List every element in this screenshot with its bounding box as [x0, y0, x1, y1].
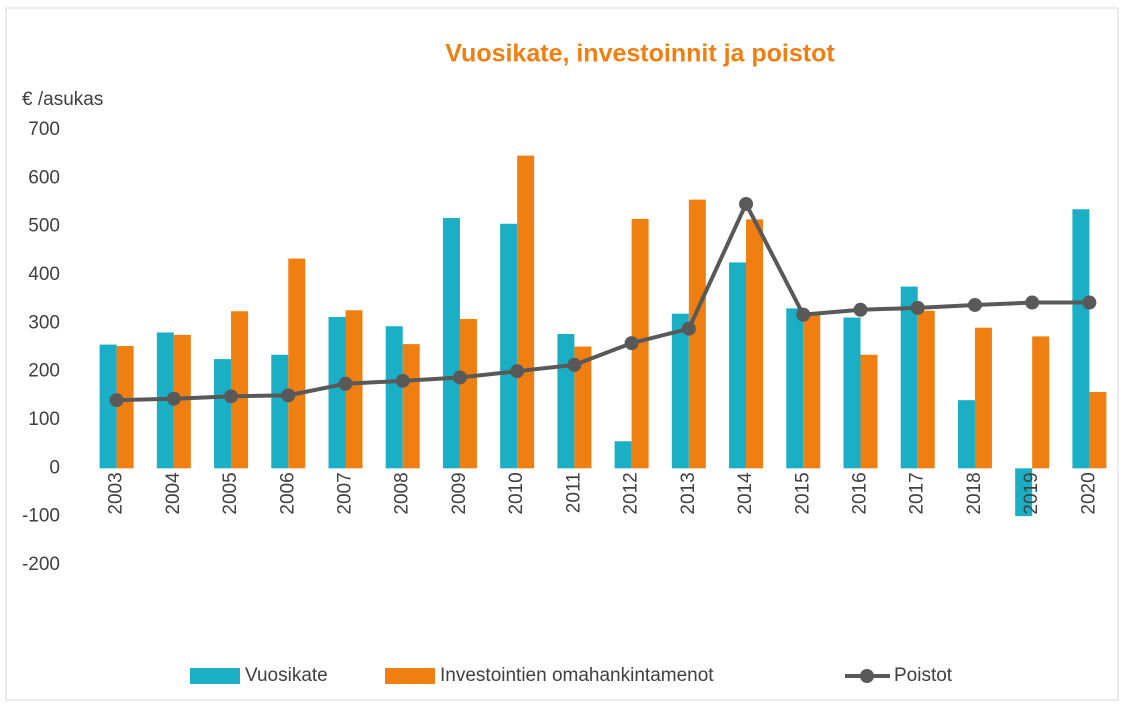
bar — [459, 318, 477, 469]
bar — [786, 308, 804, 469]
bar — [917, 310, 935, 469]
bar — [99, 344, 117, 469]
bar — [729, 262, 747, 469]
bar — [517, 155, 535, 469]
y-tick-label: 700 — [28, 119, 60, 140]
y-tick-label: 400 — [28, 264, 60, 285]
x-tick-label: 2014 — [735, 472, 756, 515]
line-marker — [967, 297, 982, 312]
bar — [557, 333, 575, 469]
bar — [231, 311, 249, 469]
x-tick-label: 2004 — [163, 472, 184, 515]
line-marker — [224, 389, 239, 404]
x-tick-label: 2019 — [1021, 472, 1042, 514]
x-tick-label: 2008 — [392, 472, 413, 514]
bar — [1015, 468, 1033, 517]
chart-title: Vuosikate, investoinnit ja poistot — [445, 40, 835, 68]
y-tick-label: 600 — [28, 167, 60, 188]
bar — [671, 313, 689, 469]
bar — [442, 217, 460, 469]
x-tick-label: 2003 — [106, 472, 127, 514]
bar — [843, 317, 861, 469]
bar — [631, 218, 649, 469]
bar — [574, 346, 592, 469]
bar — [385, 326, 403, 469]
line-marker — [281, 388, 296, 403]
x-tick-label: 2018 — [964, 472, 985, 514]
y-tick-label: 100 — [28, 409, 60, 430]
x-tick-label: 2005 — [220, 472, 241, 514]
bar — [1072, 209, 1090, 469]
y-axis-label: € /asukas — [22, 89, 103, 110]
bar — [746, 219, 764, 469]
x-tick-label: 2012 — [621, 472, 642, 514]
bar — [900, 286, 918, 469]
line-marker — [910, 300, 925, 315]
x-tick-label: 2009 — [449, 472, 470, 514]
x-tick-label: 2017 — [907, 472, 928, 514]
line-marker — [338, 376, 353, 391]
x-tick-label: 2006 — [277, 472, 298, 514]
line — [116, 199, 1090, 403]
bar — [614, 441, 632, 469]
line-marker — [166, 391, 181, 406]
line-marker — [624, 336, 639, 351]
bar — [957, 400, 975, 469]
x-tick-label: 2010 — [506, 472, 527, 514]
bar — [860, 354, 878, 469]
bar — [116, 346, 134, 469]
line-marker — [510, 364, 525, 379]
x-tick-label: 2007 — [335, 472, 356, 514]
y-tick-label: -200 — [22, 554, 60, 575]
bar — [500, 223, 518, 469]
bar — [1032, 336, 1050, 469]
line-marker — [681, 321, 696, 336]
y-tick-label: 0 — [49, 457, 60, 478]
x-tick-label: 2015 — [792, 472, 813, 514]
line-marker — [1082, 295, 1097, 310]
y-tick-label: 200 — [28, 361, 60, 382]
bar — [288, 258, 306, 469]
bar — [271, 354, 289, 469]
y-tick-label: -100 — [22, 506, 60, 527]
x-tick-label: 2016 — [850, 472, 871, 514]
line-marker — [109, 393, 124, 408]
legend-label: Poistot — [894, 665, 953, 686]
line-marker — [853, 302, 868, 317]
legend-marker — [860, 669, 874, 683]
line-marker — [452, 370, 467, 385]
legend-swatch — [190, 668, 240, 684]
line-marker — [796, 307, 811, 322]
bar — [173, 334, 191, 469]
bar — [402, 344, 420, 469]
legend-swatch — [385, 668, 435, 684]
y-tick-label: 500 — [28, 216, 60, 237]
line-marker — [395, 373, 410, 388]
bar — [1089, 391, 1107, 469]
bar — [214, 359, 232, 469]
x-tick-label: 2013 — [678, 472, 699, 514]
bar — [345, 310, 363, 469]
line-marker — [567, 357, 582, 372]
legend-label: Investointien omahankintamenot — [440, 665, 714, 686]
bar — [688, 199, 706, 469]
x-tick-label: 2020 — [1078, 472, 1099, 514]
line-marker — [1025, 295, 1040, 310]
bar — [803, 314, 821, 469]
legend-label: Vuosikate — [245, 665, 328, 686]
x-tick-label: 2011 — [563, 472, 584, 513]
bar — [328, 317, 346, 469]
y-tick-label: 300 — [28, 312, 60, 333]
bar — [974, 327, 992, 469]
line-marker — [739, 196, 754, 211]
